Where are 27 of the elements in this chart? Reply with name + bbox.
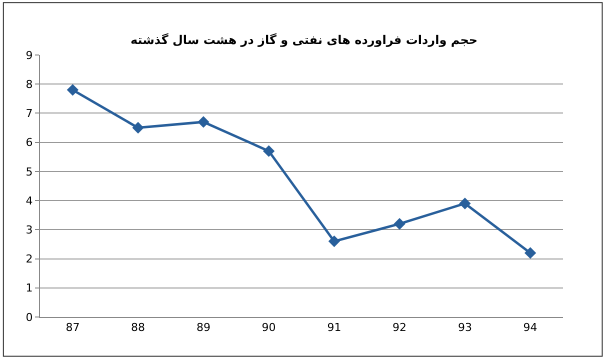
x-tick-label: 87 [66, 321, 80, 334]
point [198, 116, 210, 128]
x-tick-label: 89 [196, 321, 210, 334]
y-tick-label: 3 [26, 224, 33, 237]
chart-title: حجم واردات فراورده های نفتی و گاز در هشت سال گذشته [130, 33, 478, 48]
point [459, 198, 471, 210]
point [524, 247, 536, 259]
y-tick-label: 6 [26, 136, 33, 150]
y-tick-label: 9 [26, 48, 33, 62]
point [394, 218, 406, 230]
x-tick-label: 90 [262, 321, 276, 334]
y-tick-label: 5 [26, 165, 33, 178]
y-tick-label: 4 [26, 194, 33, 208]
x-tick-label: 93 [458, 321, 472, 334]
point [328, 235, 340, 248]
y-tick-label: 8 [26, 78, 33, 91]
y-tick-label: 1 [26, 282, 33, 295]
point [66, 84, 79, 96]
x-tick-label: 94 [523, 321, 538, 334]
x-tick-label: 91 [327, 321, 342, 334]
point [132, 122, 144, 134]
point [262, 145, 275, 157]
y-tick-label: 7 [26, 107, 33, 120]
y-tick-label: 0 [26, 310, 33, 324]
x-tick-label: 92 [392, 321, 407, 334]
y-tick-label: 2 [26, 252, 33, 266]
x-tick-label: 88 [131, 321, 146, 334]
